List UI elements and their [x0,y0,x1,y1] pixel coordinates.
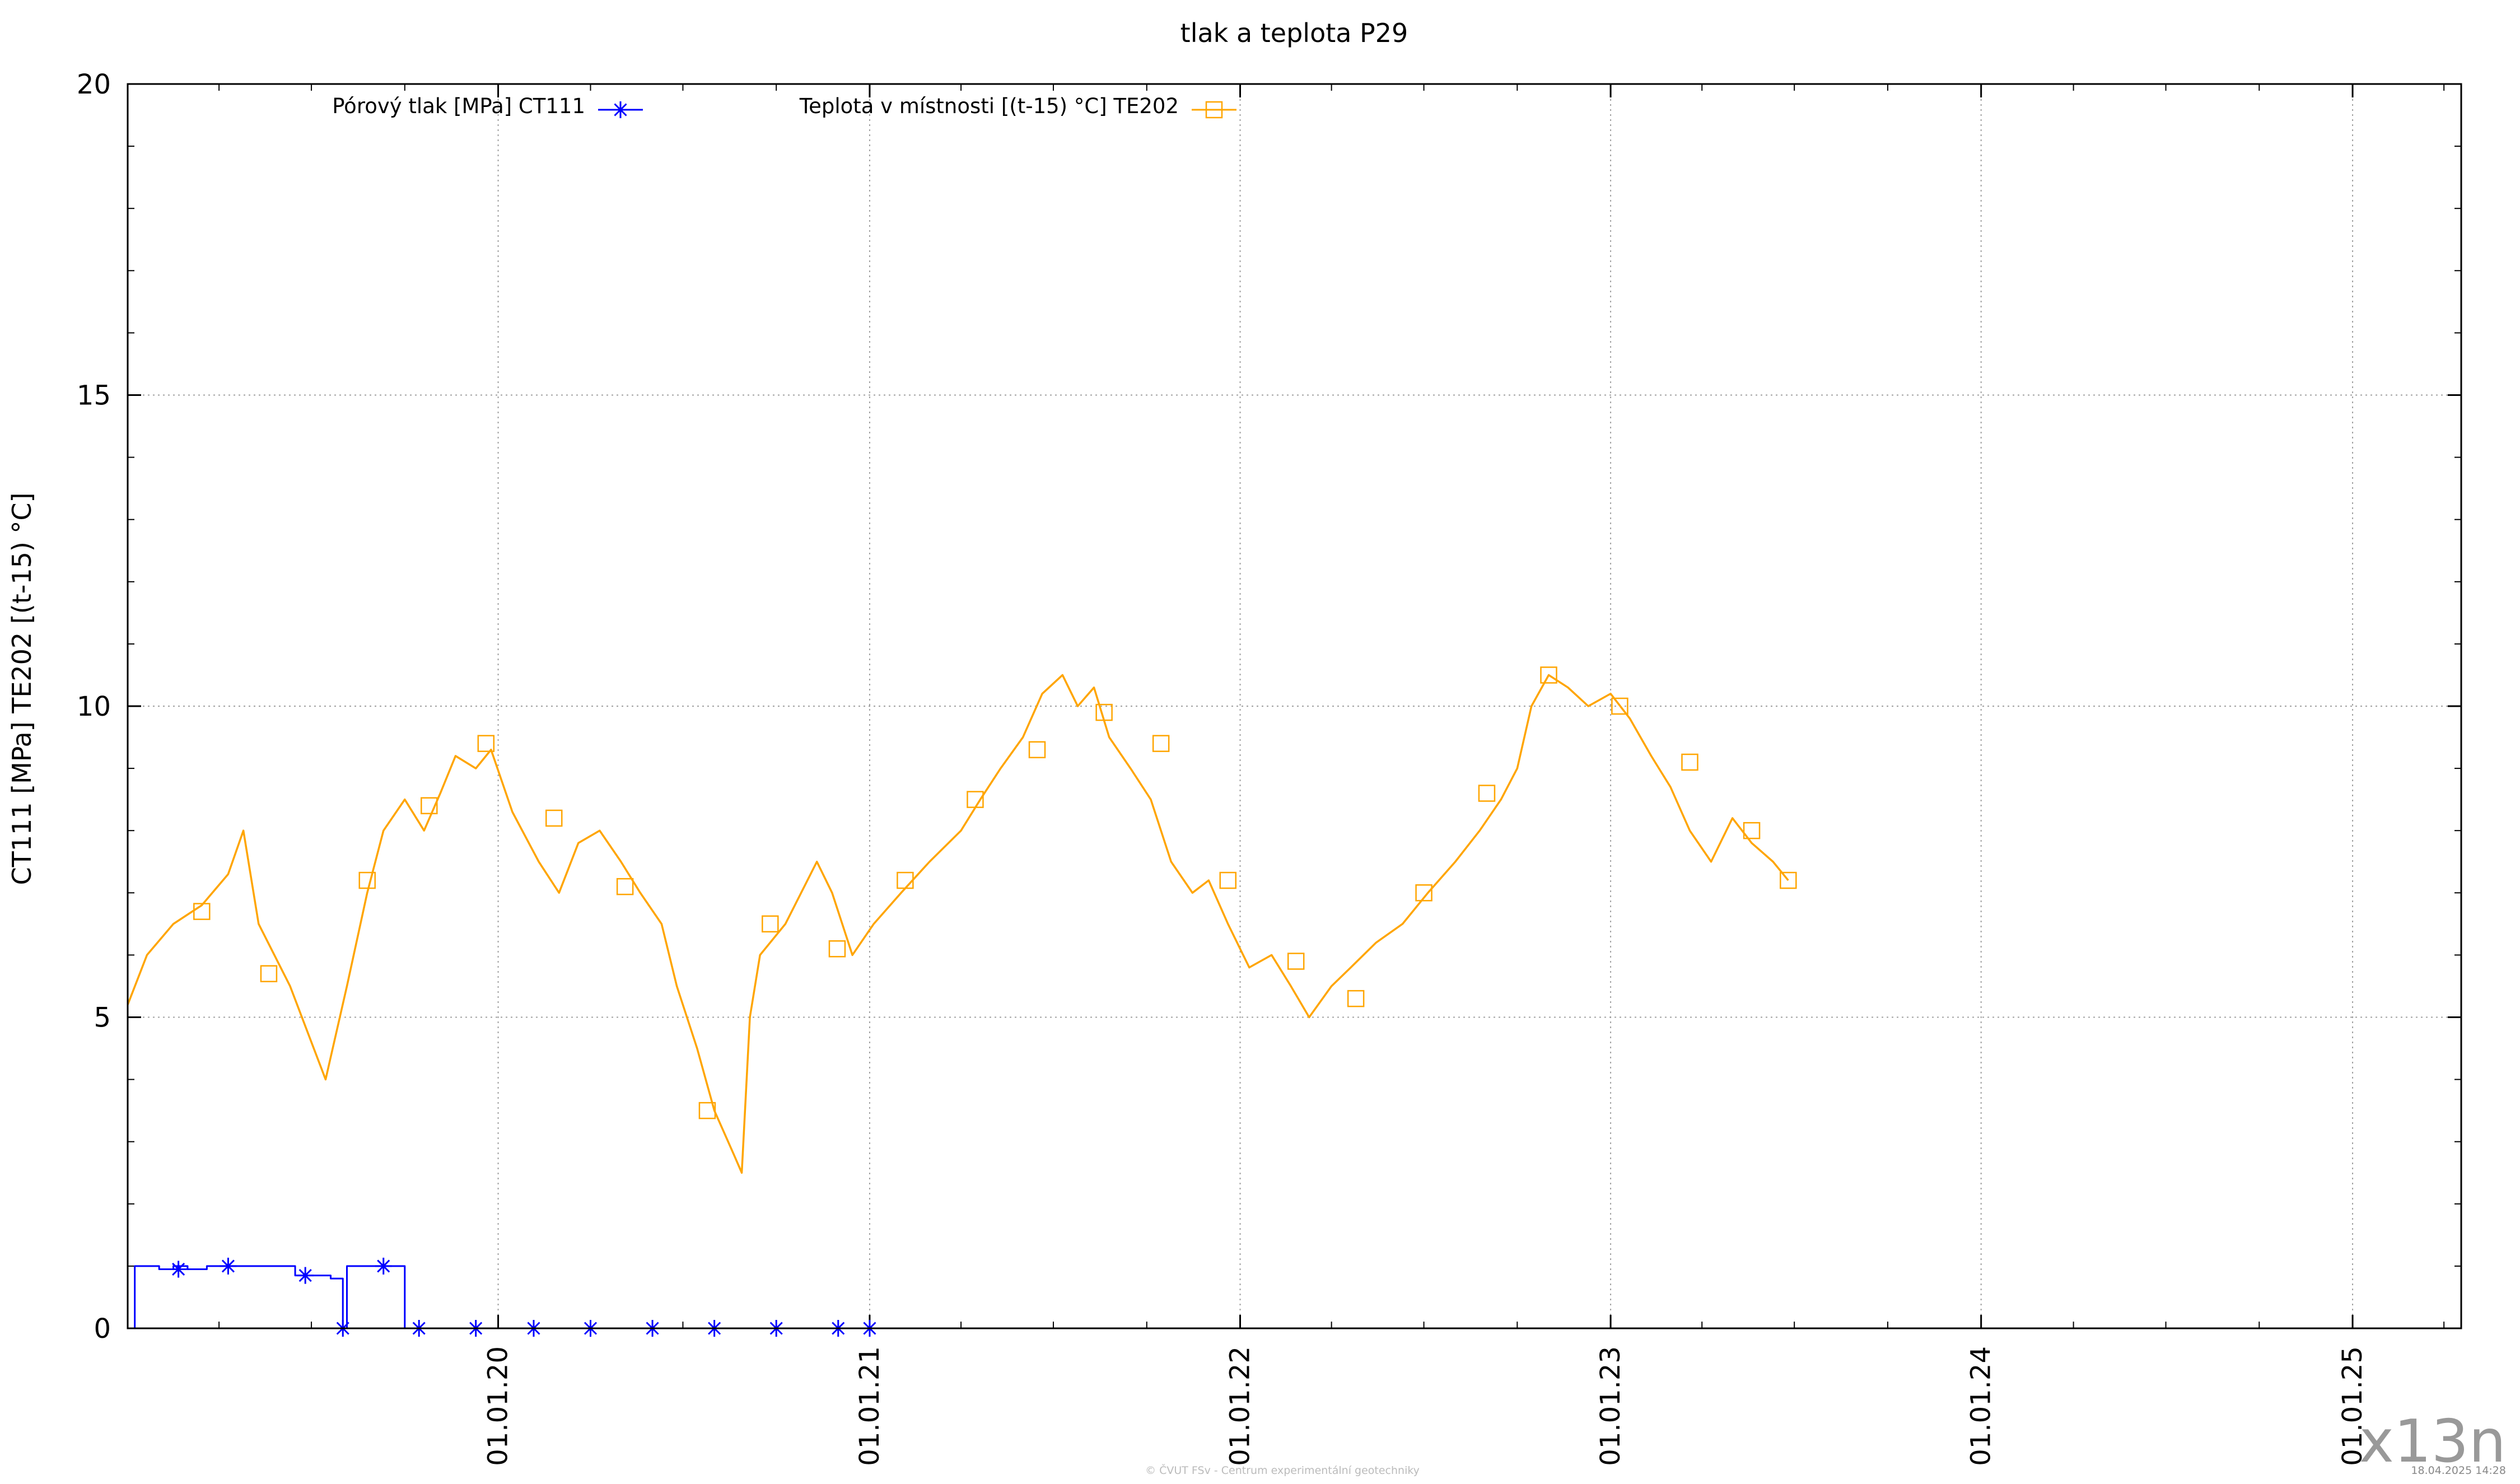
series-temperature-marker [1540,666,1557,684]
series-temperature-marker [1681,753,1698,771]
series-temperature-marker [1478,785,1496,802]
y-axis-label: CT111 [MPa] TE202 [(t-15) °C] [7,493,37,885]
x-tick-label: 01.01.21 [854,1346,885,1466]
y-tick-label: 0 [94,1313,111,1345]
legend-sample-marker [612,101,629,118]
grid-lines [128,84,2461,1328]
star-stroke [614,103,627,116]
series-pressure-marker [375,1257,392,1275]
y-tick-label: 20 [77,69,111,100]
series-temperature-marker [1780,871,1797,889]
series-temperature-marker [1095,703,1113,721]
series-temperature-marker [828,940,846,958]
series-temperature-marker [477,735,495,752]
series-temperature-marker [260,965,278,982]
legend: Pórový tlak [MPa] CT111 Teplota v místno… [332,94,1236,119]
x-tick-label: 01.01.23 [1595,1346,1626,1466]
series-temperature-marker [616,878,634,895]
y-tick-label: 5 [94,1002,111,1034]
series-temperature-marker [1743,822,1761,839]
footer-copyright: © ČVUT FSv - Centrum experimentální geot… [1145,1463,1420,1477]
star-stroke [298,1269,312,1282]
series-temperature-marker [1152,735,1170,752]
series-pressure-marker [170,1261,187,1278]
legend-sample-marker [1205,101,1223,119]
x-tick-labels: 01.01.20 01.01.21 01.01.22 01.01.23 01.01.24… [483,1346,2368,1466]
series-temperature-marker [1611,697,1628,715]
legend-sample-pressure [598,101,643,118]
x-tick-label: 01.01.22 [1225,1346,1256,1466]
series-temperature-marker [1028,741,1046,759]
series-temperature-marker [762,915,779,933]
series-temperature-marker [698,1102,716,1119]
series-temperature-marker [421,797,438,815]
series-temperature-marker [1415,884,1432,902]
chart-title: tlak a teplota P29 [1180,18,1408,48]
y-tick-label: 15 [77,380,111,412]
series-pressure-marker [297,1267,314,1284]
series-temperature-marker [967,791,984,808]
x-tick-label: 01.01.25 [2337,1346,2368,1466]
y-tick-label: 10 [77,691,111,722]
series-temperature-marker [545,809,563,827]
series-temperature-marker [897,871,914,889]
footer-date: 18.04.2025 14:28 [2411,1464,2506,1477]
series-temperature-marker [358,871,376,889]
series-temperature-marker [1219,871,1237,889]
series-temperature-marker [1287,953,1305,970]
y-tick-labels: 0 5 10 15 20 [77,69,111,1345]
star-stroke [377,1259,390,1273]
legend-label-pressure: Pórový tlak [MPa] CT111 [332,94,585,118]
star-stroke [221,1259,235,1273]
legend-label-temperature: Teplota v místnosti [(t-15) °C] TE202 [799,94,1179,118]
x-tick-label: 01.01.24 [1966,1346,1997,1466]
star-stroke [172,1262,185,1276]
x-tick-label: 01.01.20 [483,1346,514,1466]
watermark: x13n [2359,1407,2506,1476]
series-pressure-marker [220,1257,237,1275]
plot-frame [127,83,2462,1329]
series-temperature-marker [1347,990,1365,1007]
legend-sample-temperature [1192,101,1236,119]
series-temperature-line [127,674,1789,1174]
series-temperature-marker [193,903,211,920]
